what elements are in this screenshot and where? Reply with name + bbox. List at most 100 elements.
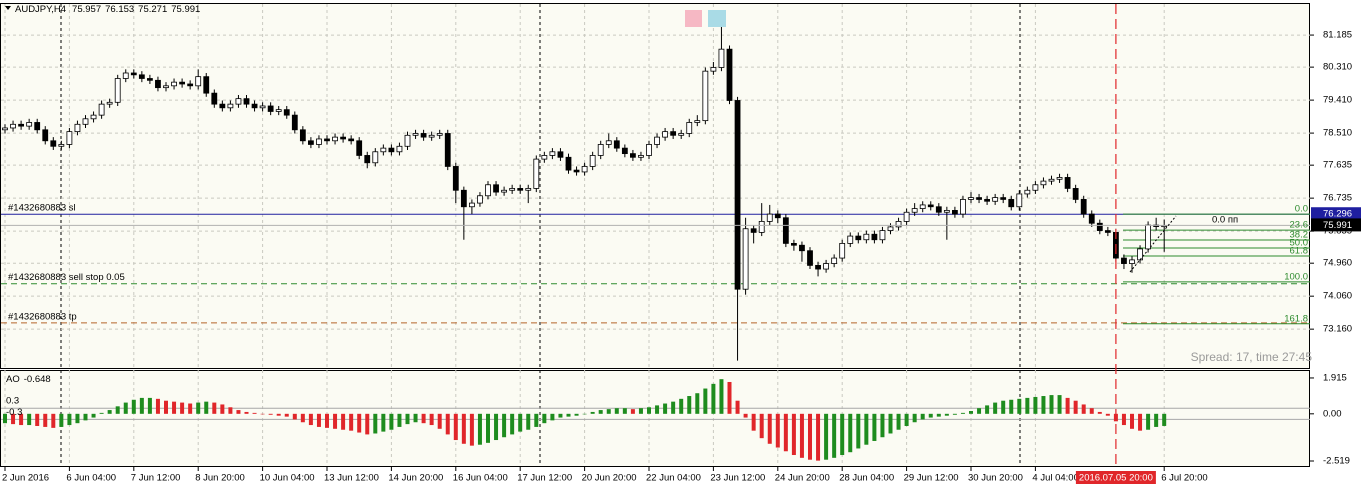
histogram-bar <box>679 398 684 414</box>
candle-body <box>533 158 540 189</box>
candle-body <box>952 210 958 215</box>
candle-body <box>799 244 805 252</box>
histogram-bar <box>486 413 490 443</box>
candle-body <box>18 123 25 127</box>
candle-body <box>549 151 556 156</box>
histogram-bar <box>75 413 80 424</box>
candle-body <box>106 101 113 105</box>
candle-body <box>718 48 725 68</box>
candle-body <box>646 144 652 156</box>
histogram-bar <box>83 413 88 421</box>
histogram-bar <box>1105 413 1110 416</box>
histogram-bar <box>51 413 56 428</box>
histogram-bar <box>397 413 402 427</box>
candle-body <box>621 147 628 155</box>
histogram-bar <box>35 413 40 426</box>
candle-body <box>203 76 210 94</box>
histogram-bar <box>1025 397 1030 414</box>
candle-body <box>976 197 982 200</box>
candle-body <box>847 235 854 244</box>
y-tick-label: 1.915 <box>1323 372 1347 383</box>
candle-body <box>517 188 524 191</box>
histogram-bar <box>1146 413 1151 430</box>
color-swatch[interactable] <box>708 10 726 27</box>
histogram-bar <box>582 413 587 415</box>
histogram-bar <box>381 413 386 432</box>
histogram-bar <box>630 409 635 414</box>
histogram-bar <box>534 413 539 427</box>
candle-body <box>734 100 741 290</box>
color-swatch[interactable] <box>685 10 702 27</box>
x-tick-label: 30 Jun 20:00 <box>968 473 1023 484</box>
histogram-bar <box>936 413 941 417</box>
price-box <box>1311 218 1361 232</box>
candle-body <box>283 109 290 116</box>
histogram-bar <box>421 413 426 424</box>
histogram-bar <box>590 411 595 414</box>
candle-body <box>1080 199 1087 215</box>
histogram-bar <box>928 413 933 418</box>
open-value: 75.957 <box>72 4 101 15</box>
histogram-bar <box>357 413 362 433</box>
histogram-bar <box>1065 397 1070 414</box>
menu-arrow[interactable] <box>5 6 11 10</box>
histogram-bar <box>1130 413 1134 429</box>
indicator-value: -0.648 <box>24 374 51 385</box>
histogram-bar <box>566 413 571 417</box>
candle-body <box>171 81 177 87</box>
histogram-bar <box>638 408 643 414</box>
histogram-bar <box>783 413 788 452</box>
candle-body <box>557 151 564 158</box>
histogram-bar <box>558 413 563 418</box>
candle-body <box>10 123 16 129</box>
histogram-bar <box>188 403 193 414</box>
candle-body <box>219 103 226 109</box>
x-tick-label: 13 Jun 12:00 <box>324 473 379 484</box>
x-tick-label: 4 Jul 04:00 <box>1032 473 1078 484</box>
candle-body <box>452 166 459 191</box>
marks-layer <box>1 23 1310 461</box>
candle-body <box>525 188 532 191</box>
histogram-bar <box>365 413 370 435</box>
candle-body <box>509 188 516 191</box>
candle-body <box>372 151 379 164</box>
histogram-bar <box>1089 408 1094 414</box>
histogram-bar <box>703 388 708 414</box>
candle-body <box>710 67 717 72</box>
histogram-bar <box>791 413 796 456</box>
histogram-bar <box>1057 395 1062 414</box>
histogram-bar <box>19 413 24 426</box>
candle-body <box>74 123 81 133</box>
y-tick-label: 79.410 <box>1323 95 1352 106</box>
candle-body <box>388 147 395 153</box>
candle-body <box>267 105 274 112</box>
fib-label: 38.2 <box>1290 229 1309 240</box>
histogram-bar <box>1138 413 1143 431</box>
histogram-bar <box>727 381 732 414</box>
histogram-bar <box>606 409 611 414</box>
histogram-bar <box>751 413 756 431</box>
histogram-bar <box>276 413 281 416</box>
x-tick-label: 22 Jun 04:00 <box>646 473 701 484</box>
x-tick-label: 20 Jun 20:00 <box>582 473 637 484</box>
histogram-bar <box>944 413 949 416</box>
histogram-bar <box>373 413 378 434</box>
candle-body <box>332 136 338 142</box>
histogram-bar <box>816 413 821 461</box>
histogram-bar <box>767 413 772 444</box>
candle-body <box>501 189 508 193</box>
x-tick-label: 2 Jun 2016 <box>2 473 49 484</box>
fib-label: 61.8 <box>1290 245 1309 256</box>
candle-body <box>726 48 733 101</box>
candle-body <box>630 153 636 158</box>
candle-body <box>404 134 411 147</box>
histogram-bar <box>91 413 96 418</box>
candle-body <box>1137 248 1143 261</box>
candle-body <box>2 127 8 131</box>
x-tick-label: 28 Jun 04:00 <box>839 473 894 484</box>
histogram-bar <box>123 402 128 414</box>
candle-body <box>960 199 966 215</box>
labels-layer: AUDJPY,H4 75.957 76.153 75.271 75.991 AO -0.6… <box>2 4 1361 484</box>
histogram-bar <box>220 404 225 414</box>
y-tick-label: 76.735 <box>1323 193 1352 204</box>
